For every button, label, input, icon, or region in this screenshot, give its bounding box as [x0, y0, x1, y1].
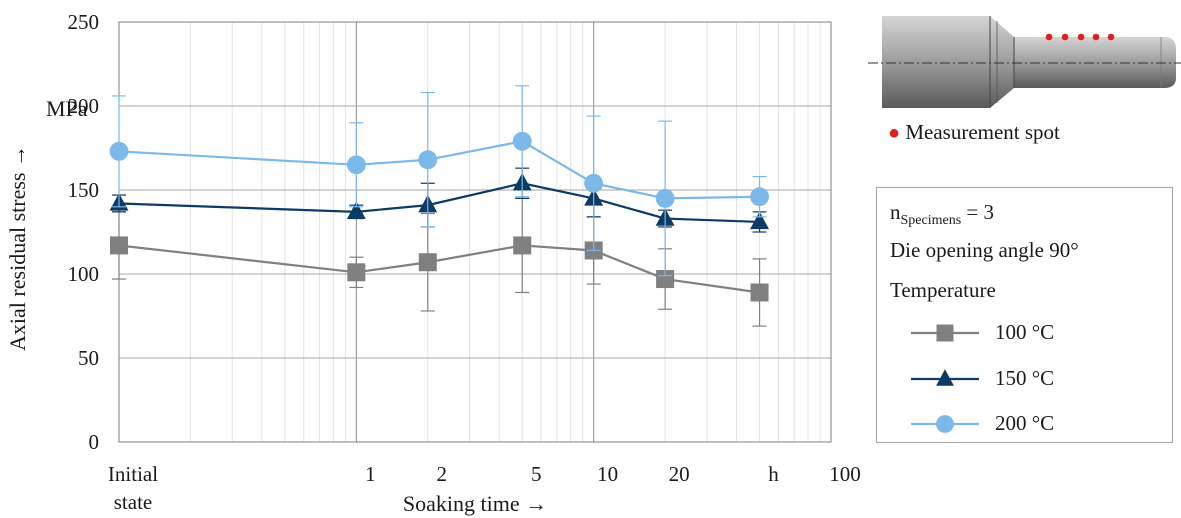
- legend-entry-200: 200 °C: [995, 411, 1055, 435]
- n-subscript: Specimens: [900, 213, 962, 229]
- data-point: [347, 263, 366, 282]
- data-point: [750, 187, 770, 207]
- data-point: [346, 201, 366, 220]
- legend-entry-150: 150 °C: [995, 366, 1055, 390]
- y-tick-label: 200: [68, 94, 100, 118]
- n-value: = 3: [961, 200, 994, 224]
- x-tick-label: 100: [829, 462, 861, 486]
- x-tick-label: h: [768, 462, 779, 486]
- major-grid: [119, 22, 831, 442]
- data-point: [655, 188, 675, 208]
- data-point: [418, 253, 437, 272]
- data-point: [512, 131, 532, 151]
- plot-area: [118, 21, 832, 443]
- measurement-spot: [1077, 33, 1085, 41]
- y-tick-label: 250: [68, 10, 100, 34]
- data-point: [656, 270, 675, 289]
- x-tick-label: 5: [531, 462, 542, 486]
- x-tick-label: 10: [597, 462, 618, 486]
- data-point: [750, 211, 770, 230]
- x-tick-label: 2: [437, 462, 448, 486]
- measurement-spot: [1061, 33, 1069, 41]
- measurement-spot-label: Measurement spot: [905, 120, 1060, 144]
- specimen-drawing: [868, 16, 1181, 108]
- legend-die-angle: Die opening angle 90°: [890, 238, 1079, 262]
- x-tick-label: 1: [365, 462, 376, 486]
- n-symbol: n: [890, 200, 901, 224]
- measurement-spot: [1092, 33, 1100, 41]
- y-tick-label: 150: [68, 178, 100, 202]
- legend-specimen-count: nSpecimens = 3: [890, 200, 994, 229]
- y-tick-label: 50: [78, 346, 99, 370]
- red-dot-icon: ●: [888, 122, 901, 144]
- minor-grid: [189, 22, 821, 442]
- data-point: [109, 141, 129, 161]
- y-tick-label: 100: [68, 262, 100, 286]
- legend-marker: [936, 415, 954, 433]
- y-tick-label: 0: [89, 430, 100, 454]
- y-axis-title: Axial residual stress →: [5, 145, 30, 351]
- measurement-spot: [1045, 33, 1053, 41]
- series-2: [109, 85, 770, 277]
- legend-entry-100: 100 °C: [995, 320, 1055, 344]
- legend-markers: [911, 324, 979, 433]
- series-layer: [109, 85, 770, 327]
- x-tick-label: 20: [669, 462, 690, 486]
- y-unit-label: MPa: [46, 96, 88, 121]
- data-point: [110, 236, 128, 255]
- legend-marker: [936, 369, 954, 386]
- legend-marker: [936, 324, 954, 342]
- legend-temperature-heading: Temperature: [890, 278, 996, 302]
- legend: nSpecimens = 3 Die opening angle 90° Tem…: [876, 187, 1173, 443]
- measurement-spot: [1107, 33, 1115, 41]
- x-tick-label-line2: state: [114, 490, 152, 514]
- data-point: [346, 155, 366, 175]
- data-point: [418, 150, 438, 170]
- y-axis: 0 50 100 150 200 250: [68, 10, 100, 454]
- data-point: [513, 236, 532, 255]
- x-tick-label: Initial: [108, 462, 158, 486]
- x-axis-title: Soaking time →: [403, 491, 547, 516]
- x-axis: Initial state 1 2 5 10 20 h 100: [108, 462, 861, 514]
- data-point: [584, 173, 604, 193]
- data-point: [750, 283, 769, 302]
- measurement-spot-caption: ● Measurement spot: [888, 120, 1060, 145]
- measurement-spots: [1045, 33, 1115, 41]
